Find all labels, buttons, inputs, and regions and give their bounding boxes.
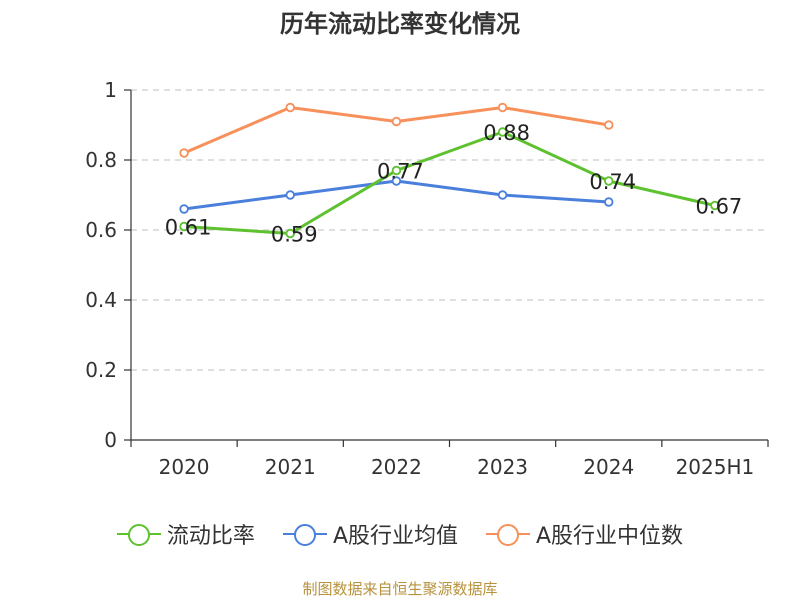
data-point: [604, 176, 614, 186]
y-tick-label: 1: [104, 78, 117, 102]
data-point: [179, 204, 189, 214]
data-label: 0.77: [377, 160, 424, 184]
data-point: [391, 116, 402, 127]
data-label: 0.74: [589, 170, 636, 194]
data-point: [285, 228, 295, 239]
data-point: [497, 190, 508, 200]
legend-swatch-green: [116, 524, 161, 546]
data-point: [179, 148, 189, 158]
data-point: [179, 221, 189, 232]
source-note: 制图数据来自恒生聚源数据库: [302, 580, 498, 598]
x-tick-label: 2024: [583, 455, 634, 479]
series-line: [183, 106, 609, 155]
series-line: [183, 130, 716, 235]
x-tick-label: 2023: [477, 455, 528, 479]
data-point: [391, 165, 402, 176]
y-tick-label: 0.2: [85, 358, 117, 382]
legend-label: A股行业均值: [332, 524, 458, 549]
data-point: [391, 176, 402, 186]
data-label: 0.59: [271, 223, 318, 247]
y-tick-label: 0.4: [85, 288, 117, 312]
legend-label: A股行业中位数: [536, 524, 684, 549]
legend-item-industry-median[interactable]: A股行业中位数: [486, 518, 683, 550]
data-point: [285, 102, 295, 113]
data-label: 0.67: [696, 195, 743, 219]
data-point: [604, 120, 614, 130]
x-tick-label: 2025H1: [676, 455, 755, 479]
x-tick-label: 2020: [159, 455, 210, 479]
data-point: [710, 200, 720, 211]
data-label: 0.61: [165, 216, 212, 240]
legend-swatch-blue: [282, 524, 327, 546]
chart-title: 历年流动比率变化情况: [280, 10, 520, 38]
data-point: [497, 102, 508, 113]
data-point: [497, 127, 508, 137]
y-tick-label: 0.6: [85, 218, 117, 242]
data-label: 0.88: [483, 121, 530, 145]
legend-label: 流动比率: [166, 524, 255, 549]
y-tick-label: 0: [104, 428, 117, 452]
data-point: [604, 197, 614, 207]
x-tick-label: 2021: [265, 455, 316, 479]
legend-swatch-orange: [486, 524, 530, 546]
legend-item-current-ratio[interactable]: 流动比率: [116, 518, 255, 550]
legend: 流动比率 A股行业均值 A股行业中位数: [0, 518, 800, 550]
legend-item-industry-mean[interactable]: A股行业均值: [282, 518, 458, 550]
y-tick-label: 0.8: [85, 148, 117, 172]
data-point: [285, 190, 295, 200]
x-tick-label: 2022: [371, 455, 422, 479]
